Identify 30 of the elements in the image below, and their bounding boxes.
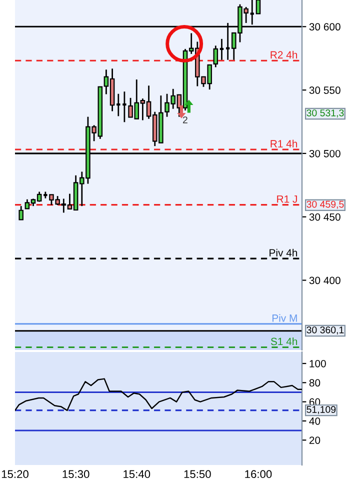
y-tick-label: 30 400 bbox=[309, 276, 340, 284]
y-tick-label: 30 450 bbox=[309, 213, 340, 221]
text: 30 531,3 bbox=[306, 109, 344, 118]
text: 51,109 bbox=[306, 406, 336, 414]
y-tick-label: 30 550 bbox=[309, 86, 340, 94]
text: 30 360,1 bbox=[306, 326, 344, 335]
y-tick-label: 20 bbox=[309, 436, 320, 444]
ref-line-label: R1 4h bbox=[270, 140, 298, 148]
y-tick-label: 80 bbox=[309, 379, 320, 387]
y-tick-label: 40 bbox=[309, 417, 320, 425]
ref-line-label: Piv 4h bbox=[270, 248, 298, 256]
x-tick-label: 15:30 bbox=[62, 470, 90, 478]
line-series bbox=[15, 378, 302, 412]
x-tick-label: 15:20 bbox=[2, 470, 28, 478]
ref-line-label: R2 4h bbox=[270, 50, 298, 58]
y-tick-label: 100 bbox=[310, 360, 326, 368]
text: 30 459,5 bbox=[306, 200, 344, 209]
y-tick-label: 30 600 bbox=[309, 23, 340, 31]
candlestick bbox=[213, 44, 218, 68]
x-tick-label: 15:50 bbox=[184, 470, 211, 478]
y-tick-label: 30 500 bbox=[309, 150, 340, 158]
ref-line-label: R1 J bbox=[277, 195, 297, 203]
candlestick bbox=[18, 205, 24, 220]
ref-line-label: S1 4h bbox=[270, 338, 298, 346]
x-tick-label: 15:40 bbox=[124, 470, 150, 478]
candlestick bbox=[122, 90, 128, 123]
candlestick bbox=[256, 0, 261, 14]
x-tick-label: 16:00 bbox=[245, 470, 272, 478]
annotation: 2 bbox=[182, 116, 188, 124]
ref-line-label: Piv M bbox=[272, 314, 297, 322]
